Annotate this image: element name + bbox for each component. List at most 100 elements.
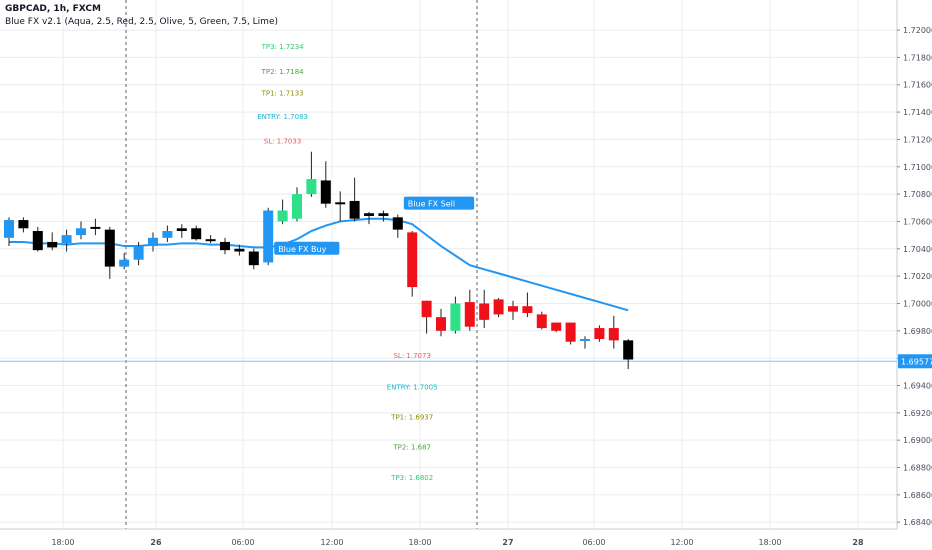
candle[interactable]	[623, 338, 634, 370]
candle[interactable]	[220, 237, 230, 255]
candle[interactable]	[522, 292, 533, 318]
candle[interactable]	[205, 235, 216, 244]
candle-body	[479, 303, 490, 320]
candle-body	[176, 228, 187, 232]
candle[interactable]	[364, 211, 374, 225]
candle-body	[205, 239, 216, 242]
y-tick-label: 1.68400	[903, 518, 932, 527]
y-tick-label: 1.71000	[903, 163, 932, 172]
candle-body	[464, 302, 475, 327]
x-tick-label: 18:00	[758, 538, 781, 547]
candle-body	[32, 231, 43, 251]
buy_levels-tp3-label: TP3: 1.7234	[261, 43, 305, 51]
buy_levels-tp2-label: TP2: 1.7184	[261, 68, 305, 76]
x-tick-label: 12:00	[670, 538, 693, 547]
candle[interactable]	[191, 225, 202, 241]
candle[interactable]	[32, 226, 43, 252]
candle[interactable]	[292, 187, 302, 222]
candle[interactable]	[407, 231, 418, 297]
candle[interactable]	[335, 191, 346, 222]
candle[interactable]	[436, 308, 446, 337]
candle[interactable]	[508, 300, 518, 320]
candle[interactable]	[248, 248, 259, 270]
x-tick-label: 28	[852, 538, 864, 547]
y-tick-label: 1.69800	[903, 327, 932, 336]
sell_levels-sl-label: SL: 1.7073	[393, 352, 430, 360]
candle-body	[47, 241, 58, 248]
candle-body	[493, 299, 504, 315]
y-tick-label: 1.68600	[903, 491, 932, 500]
sell_levels-entry-label: ENTRY: 1.7005	[387, 384, 438, 392]
candle[interactable]	[392, 214, 403, 238]
candle-body	[565, 322, 576, 342]
candle[interactable]	[277, 199, 288, 225]
candle[interactable]	[378, 210, 389, 222]
candle-body	[191, 228, 202, 240]
candle-body	[407, 232, 418, 288]
candle[interactable]	[18, 217, 29, 233]
candle[interactable]	[234, 244, 245, 256]
candle[interactable]	[464, 289, 475, 331]
y-tick-label: 1.68800	[903, 463, 932, 472]
y-tick-label: 1.71200	[903, 135, 932, 144]
candle[interactable]	[306, 151, 317, 197]
candle[interactable]	[162, 225, 173, 242]
y-tick-label: 1.71600	[903, 81, 932, 90]
sell_levels-tp2-label: TP2: 1.687	[392, 444, 431, 452]
candle[interactable]	[263, 207, 274, 266]
candle[interactable]	[450, 296, 461, 334]
x-tick-label: 18:00	[408, 538, 431, 547]
candle[interactable]	[493, 297, 504, 318]
candle[interactable]	[565, 322, 576, 345]
candle[interactable]	[133, 241, 144, 266]
candle[interactable]	[551, 322, 562, 333]
candle-body	[263, 210, 274, 263]
candle[interactable]	[90, 218, 101, 236]
symbol-label: GBPCAD, 1h, FXCM	[5, 4, 101, 14]
candle[interactable]	[479, 289, 490, 329]
buy_levels-entry-label: ENTRY: 1.7083	[257, 113, 308, 121]
candle[interactable]	[119, 252, 130, 270]
grid-lines	[0, 0, 897, 529]
candle[interactable]	[104, 226, 115, 279]
x-tick-label: 27	[502, 538, 513, 547]
candle[interactable]	[320, 161, 331, 208]
candle[interactable]	[76, 221, 86, 240]
candle[interactable]	[61, 229, 72, 252]
candle[interactable]	[148, 232, 158, 252]
candle-body	[378, 213, 389, 216]
candle-body	[104, 229, 115, 267]
candle[interactable]	[536, 311, 547, 330]
candle-body	[133, 246, 144, 260]
candle-body	[148, 237, 158, 247]
candle-body	[421, 300, 432, 318]
x-tick-label: 06:00	[582, 538, 605, 547]
candle[interactable]	[421, 300, 432, 334]
y-tick-label: 1.70600	[903, 217, 932, 226]
y-tick-label: 1.71800	[903, 53, 932, 62]
candle-body	[234, 248, 245, 252]
price-badge-bg	[898, 354, 932, 369]
candle[interactable]	[608, 315, 619, 349]
candle-body	[248, 251, 259, 266]
candle[interactable]	[176, 224, 187, 238]
signal-text: Blue FX Sell	[408, 200, 455, 209]
candle-body	[450, 303, 461, 331]
candle-body	[277, 210, 288, 222]
candle-body	[4, 220, 14, 238]
candle-body	[364, 213, 374, 216]
x-tick-label: 06:00	[231, 538, 254, 547]
candle-body	[349, 200, 360, 219]
candle-body	[90, 226, 101, 229]
y-tick-label: 1.70400	[903, 245, 932, 254]
candle[interactable]	[349, 177, 360, 222]
candle[interactable]	[580, 336, 590, 349]
candle-body	[608, 328, 619, 341]
y-tick-label: 1.69200	[903, 409, 932, 418]
candle[interactable]	[594, 325, 605, 342]
candle[interactable]	[4, 217, 14, 247]
candle[interactable]	[47, 232, 58, 251]
signal-text: Blue FX Buy	[278, 245, 326, 254]
